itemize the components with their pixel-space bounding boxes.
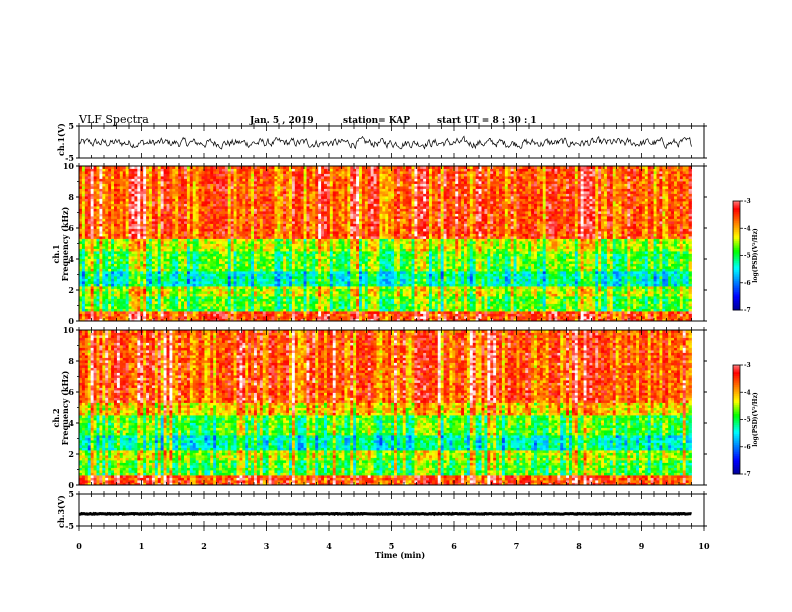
colorbar-tick-label: -7 bbox=[744, 307, 751, 314]
y-tick-label: 10 bbox=[63, 325, 75, 335]
colorbar-tick-label: -7 bbox=[744, 471, 751, 478]
ch2-spectrogram-ylabel-freq: Frequency (kHz) bbox=[60, 370, 70, 445]
y-tick-label: 10 bbox=[63, 161, 75, 171]
y-tick-label: 5 bbox=[68, 121, 74, 131]
x-axis-tick-label: 9 bbox=[639, 541, 645, 551]
station-label: station= KAP bbox=[343, 116, 410, 126]
ch1-trace bbox=[79, 136, 692, 149]
y-tick-label: 2 bbox=[68, 449, 74, 459]
x-axis-tick-label: 4 bbox=[326, 541, 332, 551]
ch3-ylabel: ch.3(V) bbox=[56, 495, 66, 528]
x-axis-tick-label: 1 bbox=[139, 541, 145, 551]
ch2-colorbar: -3 -4 -5 -6 -7 log(PSD)(V²/Hz) bbox=[733, 362, 759, 478]
start-time-label: start UT = 8 : 30 : 1 bbox=[437, 116, 537, 126]
y-tick-label: -5 bbox=[65, 521, 74, 531]
ch3-trace bbox=[79, 513, 692, 514]
figure-title: VLF Spectra bbox=[78, 113, 149, 126]
colorbar-label: log(PSD)(V²/Hz) bbox=[752, 392, 759, 447]
ch2-spectrogram-image bbox=[79, 330, 692, 485]
x-axis-tick-label: 3 bbox=[264, 541, 270, 551]
colorbar-tick-label: -5 bbox=[744, 253, 751, 260]
colorbar-tick-label: -4 bbox=[744, 389, 751, 396]
colorbar-tick-label: -5 bbox=[744, 417, 751, 424]
x-axis-label: Time (min) bbox=[375, 550, 425, 560]
colorbar-tick-label: -6 bbox=[744, 444, 751, 451]
ch1-ylabel: ch.1(V) bbox=[56, 123, 66, 156]
x-axis-tick-label: 10 bbox=[698, 541, 710, 551]
x-axis-tick-label: 8 bbox=[576, 541, 582, 551]
colorbar-tick-label: -3 bbox=[744, 362, 751, 369]
y-tick-label: 5 bbox=[68, 489, 74, 499]
x-axis: 0 1 2 3 4 5 6 7 8 9 10 bbox=[76, 526, 710, 551]
y-tick-label: 8 bbox=[68, 356, 74, 366]
x-axis-tick-label: 2 bbox=[201, 541, 207, 551]
ch1-spectrogram-image bbox=[79, 166, 692, 321]
colorbar-label: log(PSD)(V²/Hz) bbox=[752, 228, 759, 283]
x-axis-tick-label: 7 bbox=[514, 541, 520, 551]
ch3-waveform-panel: 5 -5 bbox=[65, 489, 707, 531]
y-tick-label: 8 bbox=[68, 192, 74, 202]
x-axis-tick-label: 6 bbox=[451, 541, 457, 551]
y-tick-label: 2 bbox=[68, 285, 74, 295]
vlf-figure: VLF Spectra Jan. 5 , 2019 station= KAP s… bbox=[0, 0, 792, 612]
colorbar-tick-label: -3 bbox=[744, 198, 751, 205]
ch1-waveform-panel: 5-5 bbox=[65, 121, 707, 163]
ch1-spectrogram-ylabel-freq: Frequency (kHz) bbox=[60, 206, 70, 281]
colorbar-tick-label: -4 bbox=[744, 225, 751, 232]
colorbar-tick-label: -6 bbox=[744, 280, 751, 287]
x-axis-tick-label: 0 bbox=[76, 541, 82, 551]
ch1-colorbar: -3 -4 -5 -6 -7 log(PSD)(V²/Hz) bbox=[733, 198, 759, 314]
